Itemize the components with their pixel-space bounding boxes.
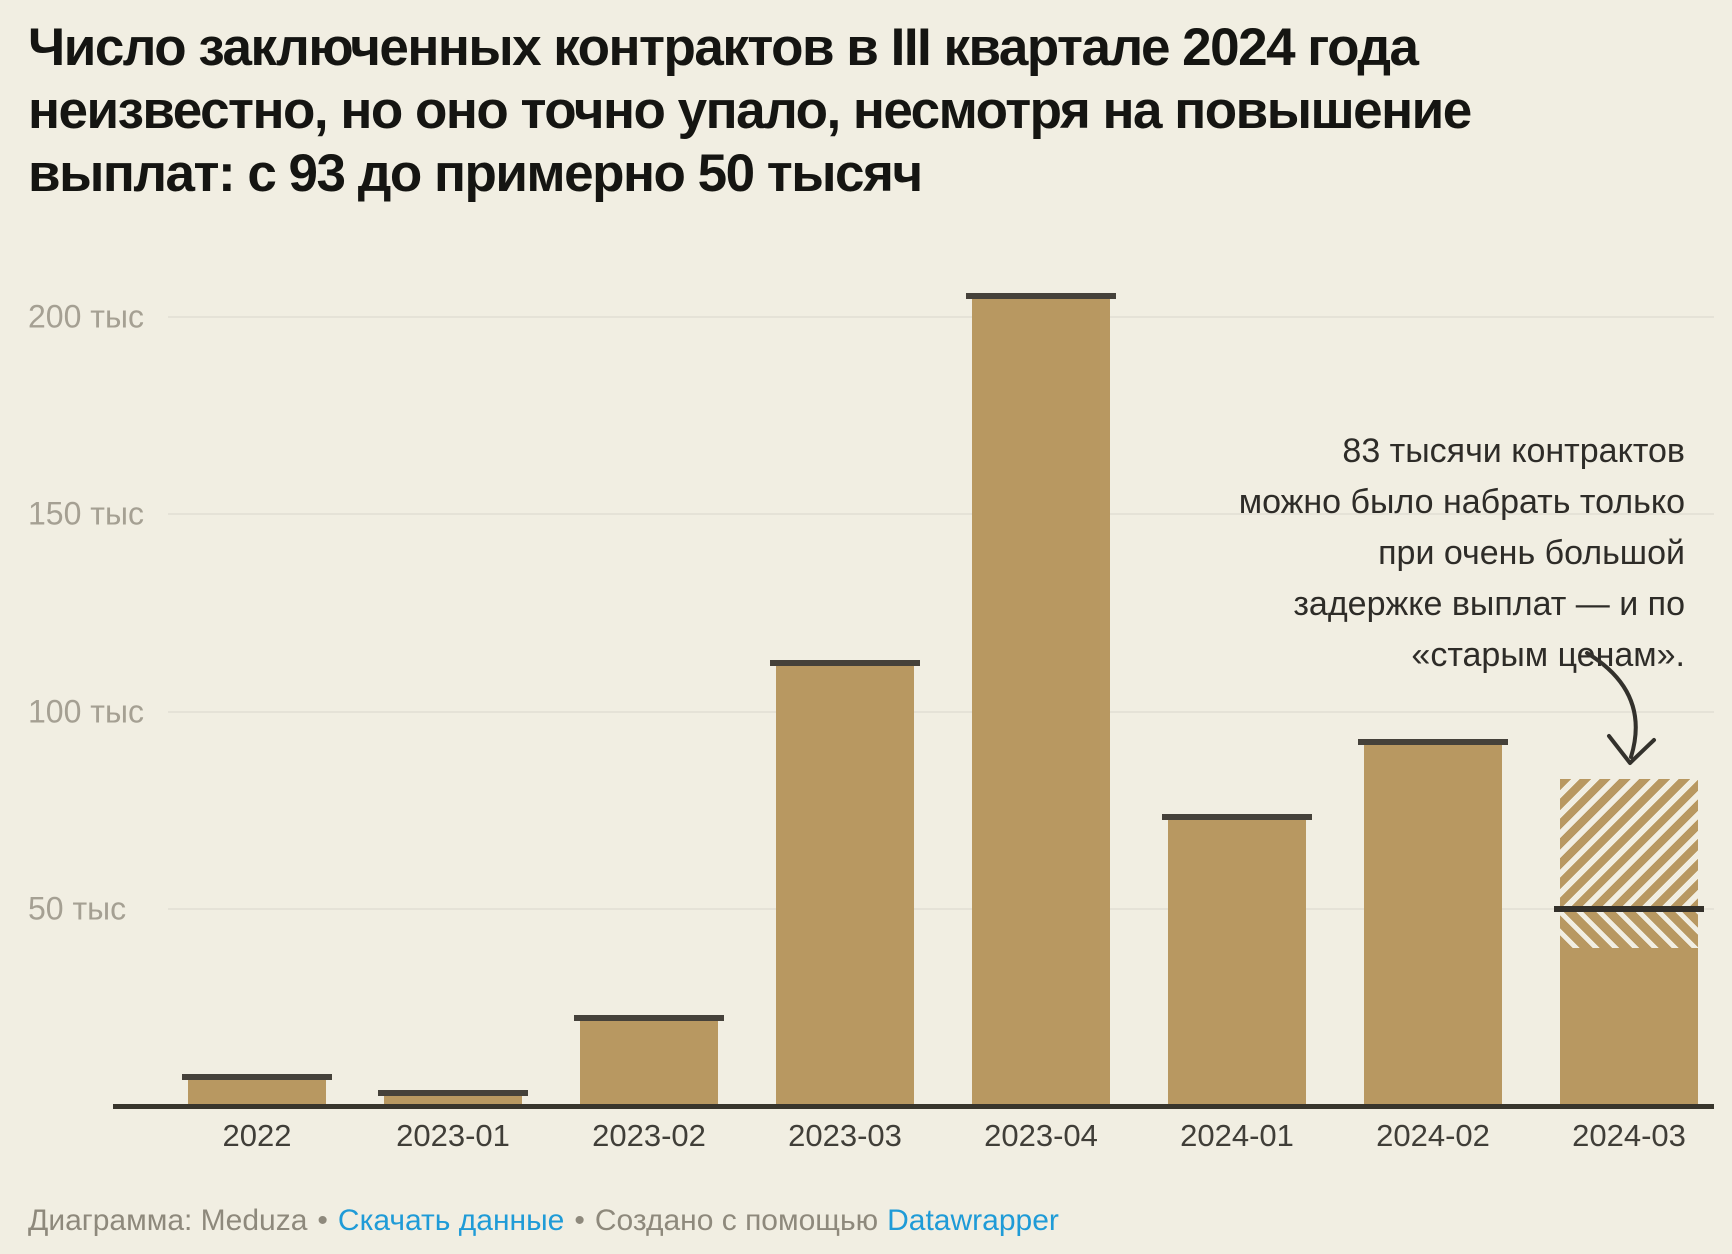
datawrapper-link[interactable]: Datawrapper (887, 1204, 1059, 1237)
bar-hatched-lower-2024-03[interactable] (1560, 912, 1698, 948)
y-tick-label-200: 200 тыс (28, 298, 144, 335)
bar-2023-04[interactable] (972, 293, 1110, 1106)
bar-cap-2024-02 (1358, 739, 1508, 745)
estimate-line-2024-03 (1554, 906, 1704, 912)
x-tick-label-2023-02: 2023-02 (592, 1118, 706, 1153)
annotation-line-4: задержке выплат — и по (1293, 585, 1685, 623)
bar-2024-02[interactable] (1364, 739, 1502, 1106)
y-tick-label-50: 50 тыс (28, 890, 127, 927)
x-tick-label-2023-01: 2023-01 (396, 1118, 510, 1153)
grid-line-50 (168, 908, 1714, 910)
y-tick-label-100: 100 тыс (28, 693, 144, 730)
x-tick-label-2024-02: 2024-02 (1376, 1118, 1490, 1153)
x-tick-label-2022: 2022 (222, 1118, 292, 1153)
footer-separator: • (574, 1204, 585, 1237)
bar-cap-2023-02 (574, 1015, 724, 1021)
bar-cap-2023-03 (770, 660, 920, 666)
annotation-line-5: «старым ценам». (1411, 636, 1685, 674)
bar-cap-2023-01 (378, 1090, 528, 1096)
x-tick-label-2023-04: 2023-04 (984, 1118, 1098, 1153)
annotation-line-2: можно было набрать только (1238, 483, 1685, 521)
chart-title-line-1: Число заключенных контрактов в III кварт… (28, 18, 1419, 77)
x-tick-label-2024-03: 2024-03 (1572, 1118, 1686, 1153)
bar-2024-01[interactable] (1168, 814, 1306, 1106)
y-tick-label-150: 150 тыс (28, 495, 144, 532)
bar-2023-02[interactable] (580, 1015, 718, 1106)
chart-title-line-3: выплат: с 93 до примерно 50 тысяч (28, 144, 923, 203)
bar-cap-2024-01 (1162, 814, 1312, 820)
annotation-line-1: 83 тысячи контрактов (1342, 432, 1685, 470)
bar-solid-2024-03[interactable] (1560, 948, 1698, 1106)
footer-separator: • (317, 1204, 328, 1237)
footer-created-with: Создано с помощью (594, 1204, 879, 1237)
bar-cap-2023-04 (966, 293, 1116, 299)
x-tick-label-2024-01: 2024-01 (1180, 1118, 1294, 1153)
bar-cap-2022 (182, 1074, 332, 1080)
chart-title: Число заключенных контрактов в III кварт… (28, 16, 1588, 205)
grid-line-150 (168, 513, 1714, 515)
x-axis-line (113, 1104, 1714, 1109)
bar-2023-03[interactable] (776, 660, 914, 1106)
download-data-link[interactable]: Скачать данные (337, 1204, 565, 1237)
grid-line-200 (168, 316, 1714, 318)
chart-footer: Диаграмма: Meduza • Скачать данные • Создано… (28, 1204, 1059, 1238)
footer-source: Диаграмма: Meduza (28, 1204, 308, 1237)
bar-hatched-upper-2024-03[interactable] (1560, 779, 1698, 909)
chart-title-line-2: неизвестно, но оно точно упало, несмотря… (28, 81, 1472, 140)
chart-annotation: 83 тысячи контрактов можно было набрать … (1239, 426, 1685, 681)
x-tick-label-2023-03: 2023-03 (788, 1118, 902, 1153)
annotation-line-3: при очень большой (1378, 534, 1685, 572)
grid-line-100 (168, 711, 1714, 713)
